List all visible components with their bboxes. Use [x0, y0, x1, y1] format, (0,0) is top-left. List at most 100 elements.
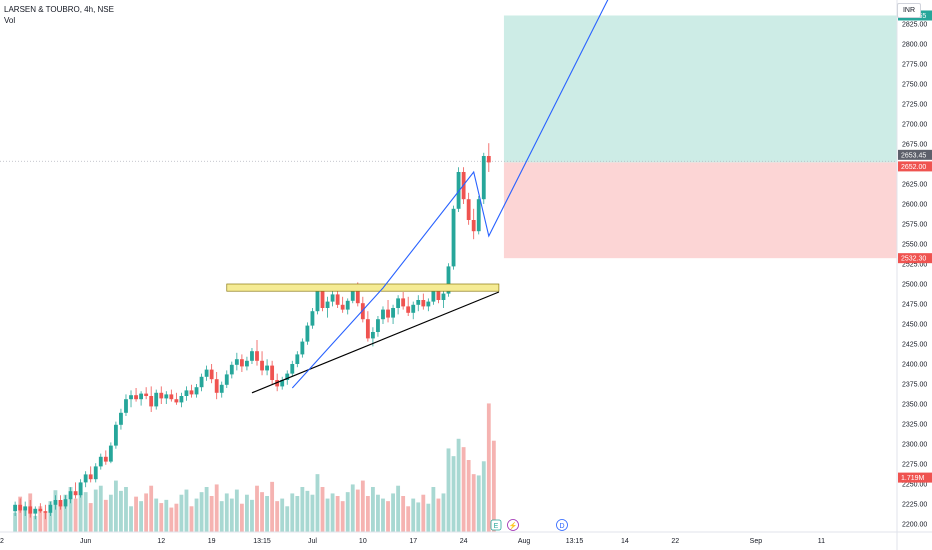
volume-bar [48, 501, 53, 532]
last-price-badge-bg [898, 149, 932, 160]
volume-bar [18, 496, 23, 532]
candle-body [270, 365, 275, 380]
dividend-event-icon[interactable]: D [556, 519, 568, 531]
candle-body [78, 482, 83, 496]
candle-body [164, 394, 169, 399]
volume-bar [169, 507, 174, 532]
candle-body [320, 291, 325, 308]
volume-bar [144, 493, 149, 532]
candle-body [63, 499, 68, 507]
volume-value-badge-bg [898, 472, 932, 483]
stop-price-badge: 2532.30 [898, 253, 932, 264]
candle-body [471, 220, 476, 232]
price-tick-label: 2400.00 [902, 362, 927, 369]
candle-body [144, 393, 149, 396]
volume-bar [360, 480, 365, 532]
candle-body [139, 393, 144, 400]
price-tick-label: 2375.00 [902, 382, 927, 389]
candle-body [250, 351, 254, 361]
candle-body [446, 266, 451, 294]
candle-body [234, 359, 239, 365]
volume-bar [78, 483, 83, 532]
earnings-event-icon[interactable]: E [490, 519, 502, 531]
candle-body [58, 500, 63, 507]
candle-body [421, 300, 426, 307]
price-tick-label: 2600.00 [902, 202, 927, 209]
candle-body [365, 319, 370, 339]
candle-body [340, 304, 345, 310]
volume-bar [245, 494, 249, 532]
volume-bar [154, 498, 159, 532]
time-axis[interactable]: 22 Jun 12 19 13:15 Jul 10 17 24 Aug 13:15 14 22 Sep 11 [0, 531, 932, 545]
time-tick-label: 22 [0, 538, 4, 545]
time-tick-label: 19 [208, 538, 216, 545]
profit-zone [503, 15, 897, 163]
candle-body [396, 298, 401, 308]
candle-body [295, 354, 300, 364]
rising-trendline [251, 291, 500, 394]
candle-body [245, 360, 249, 367]
volume-bar [350, 484, 355, 532]
candle-body [406, 306, 411, 313]
candle-body [310, 311, 315, 326]
candle-body [184, 390, 189, 396]
volume-bar [370, 487, 375, 532]
drawings [226, 0, 609, 394]
volume-bar [391, 493, 395, 532]
candle-body [391, 308, 395, 318]
event-markers[interactable]: E ⚡ D [490, 519, 568, 531]
price-tick-label: 2725.00 [902, 102, 927, 109]
candle-body [275, 380, 280, 387]
volume-bar [285, 506, 290, 532]
candle-body [386, 309, 390, 318]
candle-body [53, 500, 58, 505]
price-candles [13, 143, 491, 520]
volume-bar [345, 492, 350, 532]
time-tick-label: 13:15 [566, 538, 584, 545]
volume-bar [159, 503, 164, 532]
volume-bar [134, 496, 138, 532]
currency-button[interactable]: INR [897, 3, 921, 18]
volume-bar [250, 499, 254, 532]
time-tick-label: 17 [409, 538, 417, 545]
candle-body [113, 424, 118, 446]
split-icon-label: ⚡ [509, 521, 518, 530]
price-tick-label: 2750.00 [902, 82, 927, 89]
volume-bar [108, 494, 113, 532]
candle-body [300, 341, 305, 355]
candle-body [28, 506, 33, 514]
candle-body [481, 156, 486, 200]
volume-bar [471, 474, 476, 532]
candle-body [149, 396, 154, 407]
volume-bar [406, 506, 411, 532]
volume-bar [441, 493, 446, 532]
split-event-icon[interactable]: ⚡ [507, 519, 519, 531]
volume-bar [260, 492, 264, 532]
volume-bar [38, 506, 43, 532]
price-tick-label: 2475.00 [902, 302, 927, 309]
price-tick-label: 2800.00 [902, 42, 927, 49]
loss-zone [503, 162, 897, 259]
candle-body [124, 399, 128, 413]
volume-bar [431, 487, 436, 532]
volume-legend: Vol [4, 16, 16, 25]
volume-bar [300, 487, 305, 532]
candle-body [360, 303, 365, 320]
volume-bar [355, 489, 360, 532]
candle-body [73, 491, 78, 496]
candle-body [401, 298, 406, 307]
volume-bar [491, 440, 496, 532]
time-tick-label: Jul [308, 538, 317, 545]
candle-body [43, 511, 48, 513]
volume-bar [43, 512, 48, 532]
candle-body [154, 392, 159, 407]
candle-body [370, 332, 375, 339]
price-tick-label: 2450.00 [902, 322, 927, 329]
volume-bar [139, 501, 144, 532]
volume-bar [376, 494, 380, 532]
price-axis[interactable]: 2200.00 2225.00 2250.00 2275.00 2300.00 2325.… [896, 0, 927, 550]
time-tick-label: 10 [359, 538, 367, 545]
volume-bar [23, 509, 28, 532]
volume-bar [113, 480, 118, 532]
